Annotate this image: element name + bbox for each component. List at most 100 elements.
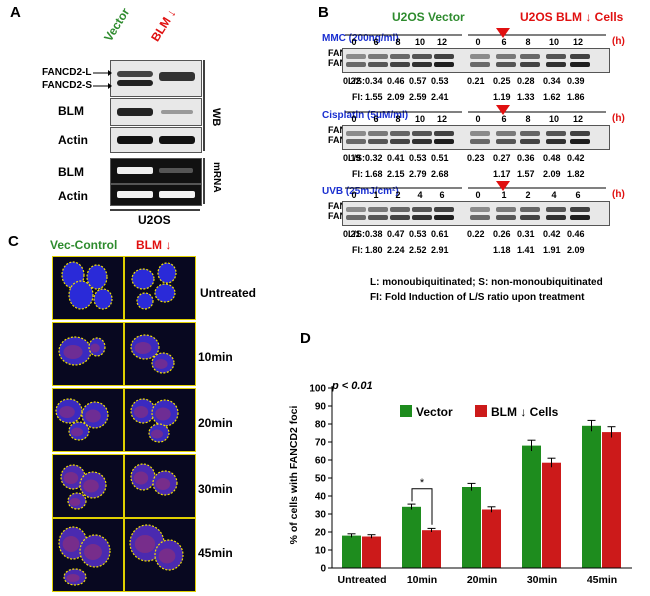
- y-tick-label: 0: [320, 564, 326, 575]
- fi-value: 2.09: [543, 169, 561, 179]
- band-s: [470, 139, 490, 144]
- panel-b-blm-group: U2OS BLM ↓ Cells: [520, 10, 624, 24]
- fi-value: 2.79: [409, 169, 427, 179]
- band-l: [390, 131, 410, 136]
- panel-b-legend-2: FI: Fold Induction of L/S ratio upon tre…: [370, 292, 585, 303]
- fi-value: 1.17: [493, 169, 511, 179]
- band-l: [412, 54, 432, 59]
- band-s: [496, 215, 516, 220]
- ls-value: 0.38: [365, 229, 383, 239]
- band-s: [368, 215, 388, 220]
- ls-value: 0.46: [387, 76, 405, 86]
- ls-value: 0.53: [409, 153, 427, 163]
- band-s: [390, 139, 410, 144]
- time-point: 4: [551, 190, 557, 200]
- panel-b-vector-group: U2OS Vector: [392, 10, 465, 24]
- panel-a-annotations: [93, 60, 205, 211]
- ls-value: 0.22: [343, 76, 361, 86]
- time-unit: (h): [612, 113, 625, 124]
- panel-a-blm-mrna-label: BLM: [58, 165, 84, 179]
- panel-b-blot: [342, 125, 610, 150]
- band-s: [570, 215, 590, 220]
- x-tick-label: 20min: [467, 574, 497, 586]
- panel-b-blot: [342, 48, 610, 73]
- band-l: [368, 207, 388, 212]
- band-l: [496, 54, 516, 59]
- bar-vector: [522, 445, 541, 568]
- band-s: [496, 139, 516, 144]
- time-point: 6: [501, 37, 507, 47]
- panel-a-fancd2-blot: [110, 60, 202, 97]
- time-point: 6: [373, 114, 379, 124]
- fi-label: FI:: [352, 169, 363, 179]
- fi-value: 2.41: [431, 92, 449, 102]
- panel-c-blm-header: BLM ↓: [136, 238, 172, 252]
- fi-value: 1.33: [517, 92, 535, 102]
- band-l: [412, 207, 432, 212]
- band-l: [434, 207, 454, 212]
- time-point: 0: [351, 190, 357, 200]
- fi-value: 2.91: [431, 245, 449, 255]
- time-point: 8: [395, 114, 401, 124]
- ls-value: 0.42: [567, 153, 585, 163]
- vec-image-10min: [52, 322, 124, 386]
- panel-d-label: D: [300, 330, 311, 347]
- group-divider: [345, 105, 606, 115]
- panel-a-fancd2-l-label: FANCD2-L: [42, 67, 92, 78]
- y-tick-label: 50: [315, 474, 327, 485]
- band-s: [346, 139, 366, 144]
- panel-c-row-label: 10min: [198, 350, 233, 364]
- legend-blm: BLM ↓ Cells: [491, 405, 559, 419]
- ls-value: 0.51: [431, 153, 449, 163]
- fi-value: 2.09: [387, 92, 405, 102]
- bar-blm: [542, 462, 561, 568]
- band-s: [520, 215, 540, 220]
- fi-value: 2.09: [567, 245, 585, 255]
- legend-swatch-vector: [400, 405, 412, 417]
- ls-value: 0.23: [467, 153, 485, 163]
- y-tick-label: 10: [315, 546, 327, 557]
- chart-p-value: p < 0.01: [331, 380, 373, 392]
- band-l: [570, 207, 590, 212]
- time-point: 1: [373, 190, 379, 200]
- fi-label: FI:: [352, 92, 363, 102]
- time-point: 12: [572, 114, 583, 124]
- ls-label: L/S:: [348, 153, 365, 163]
- time-point: 0: [351, 114, 357, 124]
- panel-a-actin-mrna-label: Actin: [58, 189, 88, 203]
- band-l: [520, 54, 540, 59]
- time-point: 0: [475, 190, 481, 200]
- band-l: [496, 207, 516, 212]
- fi-value: 1.68: [365, 169, 383, 179]
- band-s: [570, 62, 590, 67]
- ls-value: 0.34: [543, 76, 561, 86]
- bar-blm: [362, 536, 381, 568]
- time-point: 8: [395, 37, 401, 47]
- fi-value: 1.41: [517, 245, 535, 255]
- ls-value: 0.41: [387, 153, 405, 163]
- band-s: [470, 215, 490, 220]
- fi-value: 2.24: [387, 245, 405, 255]
- ls-value: 0.46: [567, 229, 585, 239]
- band-l: [570, 54, 590, 59]
- x-tick-label: 10min: [407, 574, 437, 586]
- blm-image-45min: [124, 518, 196, 592]
- legend-vector: Vector: [416, 405, 453, 419]
- ls-value: 0.27: [493, 153, 511, 163]
- band-l: [346, 54, 366, 59]
- band-l: [470, 207, 490, 212]
- time-point: 0: [351, 37, 357, 47]
- treatment-name: MMC (200ng/ml): [322, 33, 399, 44]
- fi-value: 1.62: [543, 92, 561, 102]
- band-s: [368, 139, 388, 144]
- band-s: [546, 139, 566, 144]
- band-s: [412, 215, 432, 220]
- time-unit: (h): [612, 189, 625, 200]
- ls-value: 0.48: [543, 153, 561, 163]
- fi-value: 1.86: [567, 92, 585, 102]
- time-point: 12: [572, 37, 583, 47]
- fi-value: 1.19: [493, 92, 511, 102]
- panel-d-chart: p < 0.01 % of cells with FANCD2 foci * 0…: [288, 380, 632, 586]
- time-point: 2: [395, 190, 401, 200]
- time-point: 10: [548, 37, 559, 47]
